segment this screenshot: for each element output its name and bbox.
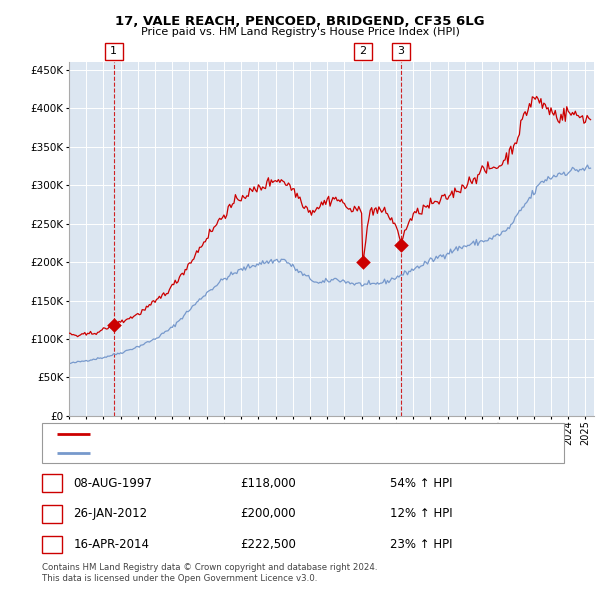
Point [358,257,368,267]
Text: 3: 3 [49,538,56,551]
Text: 17, VALE REACH, PENCOED, BRIDGEND, CF35 6LG: 17, VALE REACH, PENCOED, BRIDGEND, CF35 … [115,15,485,28]
Text: 54% ↑ HPI: 54% ↑ HPI [390,477,452,490]
Text: 2: 2 [359,47,367,56]
Text: HPI: Average price, detached house, Bridgend: HPI: Average price, detached house, Brid… [97,448,337,458]
Text: 16-APR-2014: 16-APR-2014 [73,538,149,551]
Point [396,240,406,250]
Text: Price paid vs. HM Land Registry's House Price Index (HPI): Price paid vs. HM Land Registry's House … [140,27,460,37]
Text: 2: 2 [49,507,56,520]
Text: 17, VALE REACH, PENCOED, BRIDGEND, CF35 6LG (detached house): 17, VALE REACH, PENCOED, BRIDGEND, CF35 … [97,430,453,440]
Text: £200,000: £200,000 [240,507,296,520]
Text: 26-JAN-2012: 26-JAN-2012 [73,507,148,520]
Text: 12% ↑ HPI: 12% ↑ HPI [390,507,452,520]
Text: 3: 3 [398,47,404,56]
Text: 23% ↑ HPI: 23% ↑ HPI [390,538,452,551]
Text: £118,000: £118,000 [240,477,296,490]
Text: This data is licensed under the Open Government Licence v3.0.: This data is licensed under the Open Gov… [42,574,317,583]
Text: £222,500: £222,500 [240,538,296,551]
Text: 1: 1 [110,47,117,56]
Text: 08-AUG-1997: 08-AUG-1997 [73,477,152,490]
Point [109,320,119,330]
Text: Contains HM Land Registry data © Crown copyright and database right 2024.: Contains HM Land Registry data © Crown c… [42,563,377,572]
Text: 1: 1 [49,477,56,490]
